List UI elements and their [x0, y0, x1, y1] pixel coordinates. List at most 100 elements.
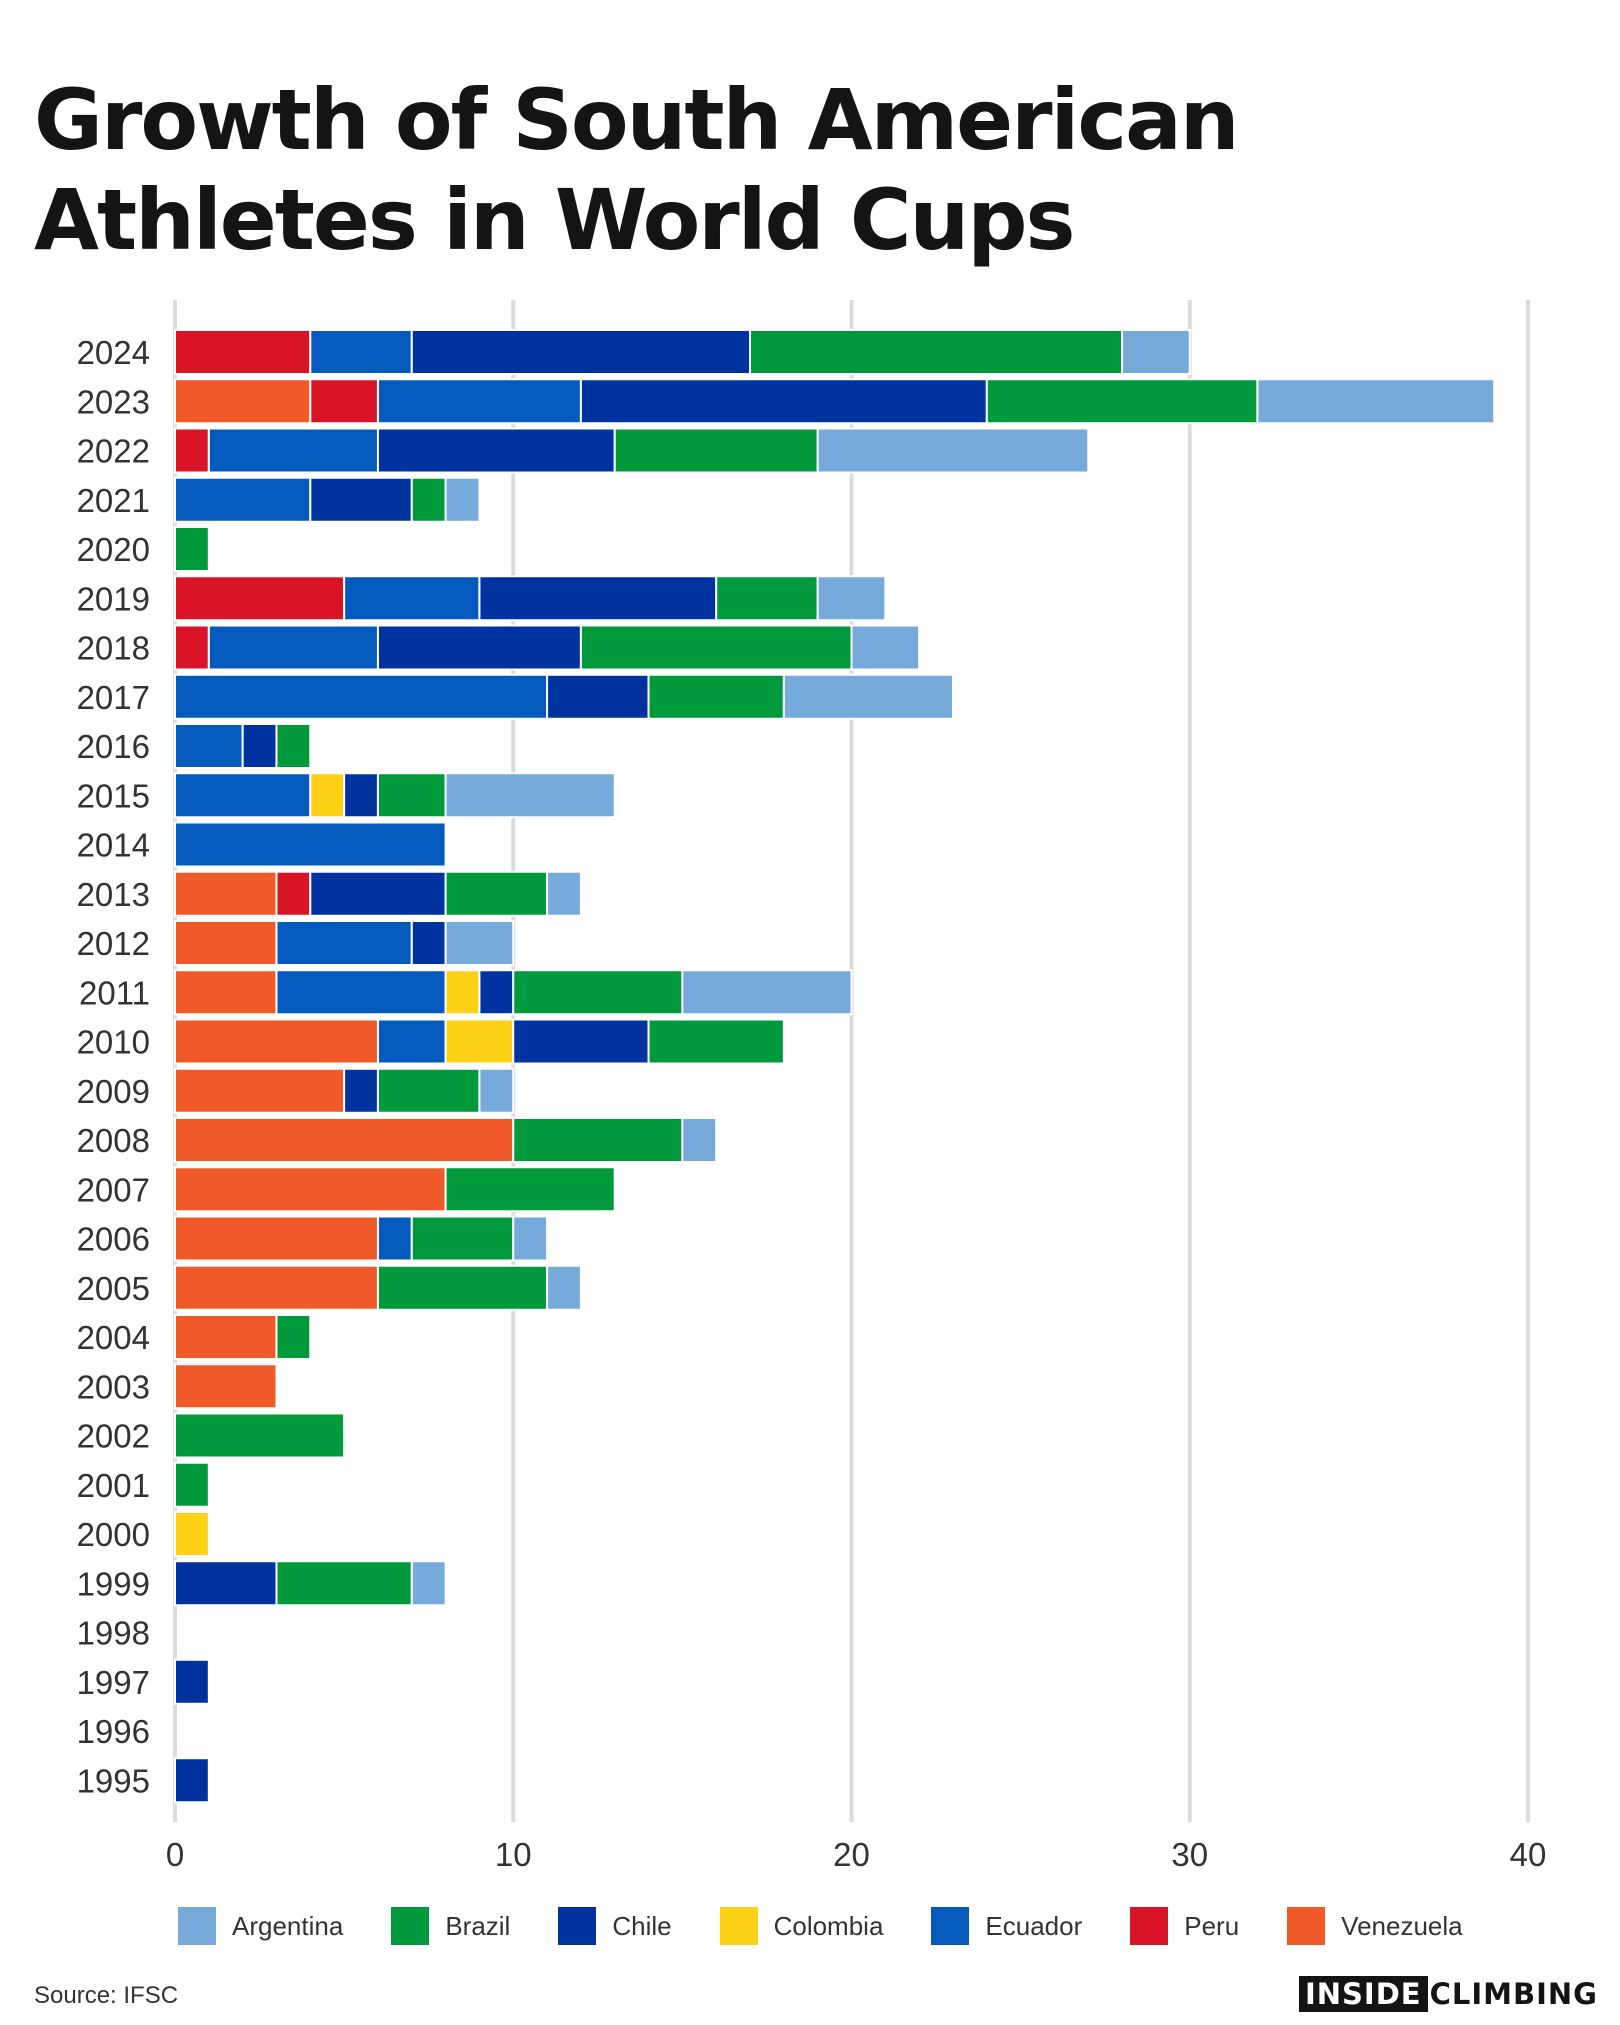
bar-2007-venezuela: [174, 1166, 447, 1213]
legend-swatch-argentina: [178, 1907, 216, 1945]
brand-logo-box: INSIDE: [1298, 1976, 1428, 2012]
bar-2022-peru: [174, 427, 210, 474]
legend-swatch-peru: [1130, 1907, 1169, 1945]
bar-2013-argentina: [546, 870, 582, 917]
chart-title-line-2: Athletes in World Cups: [34, 171, 1075, 269]
bar-2022-brazil: [613, 427, 819, 474]
bar-2016-brazil: [275, 723, 312, 769]
bar-2007-brazil: [444, 1166, 616, 1213]
legend-item-peru: Peru: [1130, 1907, 1239, 1945]
bar-2011-ecuador: [275, 969, 447, 1016]
bar-2023-argentina: [1256, 378, 1496, 425]
bar-2010-ecuador: [376, 1018, 447, 1065]
bar-2005-venezuela: [174, 1264, 379, 1311]
bar-2010-chile: [512, 1018, 650, 1065]
bar-2001-brazil: [174, 1461, 210, 1508]
bar-1997-chile: [174, 1658, 210, 1705]
bar-2024-brazil: [749, 329, 1124, 375]
bar-2023-ecuador: [376, 378, 582, 425]
bar-2009-brazil: [376, 1067, 481, 1114]
year-label-2014: 2014: [77, 827, 150, 864]
bar-2023-brazil: [985, 378, 1259, 425]
chart-title-line-1: Growth of South American: [34, 71, 1240, 169]
year-label-2006: 2006: [77, 1221, 150, 1258]
year-label-2011: 2011: [79, 974, 150, 1011]
legend-item-venezuela: Venezuela: [1287, 1907, 1463, 1945]
year-label-1997: 1997: [77, 1664, 150, 1701]
year-label-2004: 2004: [77, 1319, 150, 1356]
bar-2022-argentina: [816, 427, 1090, 474]
bar-2018-ecuador: [207, 624, 379, 671]
bar-2018-peru: [174, 624, 210, 671]
legend-label-colombia: Colombia: [773, 1910, 884, 1941]
legend-item-colombia: Colombia: [719, 1907, 884, 1945]
bar-2015-chile: [343, 772, 379, 819]
bar-2008-brazil: [512, 1117, 684, 1163]
x-tick-label-30: 30: [1171, 1836, 1208, 1873]
stacked-bar-chart: 2024 2023 2022 2021 2020 2019 2018 2017 2016 2015…: [77, 300, 1547, 1873]
brand-logo: INSIDE CLIMBING: [1298, 1976, 1598, 2012]
year-label-2012: 2012: [77, 925, 150, 962]
bar-2016-ecuador: [174, 723, 244, 769]
bar-2010-venezuela: [174, 1018, 379, 1065]
bar-1999-brazil: [275, 1560, 413, 1607]
year-label-2013: 2013: [77, 876, 150, 913]
bar-2018-chile: [376, 624, 582, 671]
year-label-2023: 2023: [77, 383, 150, 420]
source-note: Source: IFSC: [34, 1982, 179, 2009]
bar-2017-ecuador: [174, 673, 549, 720]
bar-2016-chile: [241, 723, 278, 769]
year-label-2019: 2019: [77, 580, 150, 617]
x-tick-label-10: 10: [495, 1836, 532, 1873]
bar-2009-chile: [343, 1067, 379, 1114]
bar-2011-chile: [478, 969, 515, 1016]
bar-2011-colombia: [444, 969, 481, 1016]
bar-2022-ecuador: [207, 427, 379, 474]
legend-item-brazil: Brazil: [391, 1907, 510, 1945]
year-label-2022: 2022: [77, 433, 150, 470]
bar-2017-argentina: [782, 673, 954, 720]
bar-2013-venezuela: [174, 870, 278, 917]
legend-swatch-ecuador: [931, 1907, 970, 1945]
year-label-1999: 1999: [77, 1565, 150, 1602]
bar-2021-ecuador: [174, 476, 312, 523]
bar-2004-brazil: [275, 1314, 312, 1360]
legend-label-brazil: Brazil: [445, 1910, 511, 1941]
year-label-1995: 1995: [77, 1762, 150, 1799]
bar-2024-peru: [174, 329, 312, 375]
bar-2010-colombia: [444, 1018, 515, 1065]
bar-2002-brazil: [174, 1412, 346, 1459]
bar-2005-argentina: [546, 1264, 582, 1311]
bar-2008-argentina: [681, 1117, 718, 1163]
legend-item-ecuador: Ecuador: [931, 1907, 1082, 1945]
bar-2012-chile: [410, 920, 447, 966]
legend-label-ecuador: Ecuador: [985, 1910, 1083, 1941]
year-label-2009: 2009: [77, 1073, 150, 1110]
legend-swatch-chile: [558, 1907, 597, 1945]
legend-swatch-venezuela: [1287, 1907, 1326, 1945]
legend-label-peru: Peru: [1184, 1910, 1240, 1941]
bar-2006-argentina: [512, 1215, 549, 1262]
bar-1995-chile: [174, 1757, 210, 1804]
bar-2021-brazil: [410, 476, 447, 523]
year-label-2021: 2021: [77, 482, 150, 519]
year-label-2005: 2005: [77, 1270, 150, 1307]
bars: [174, 329, 1496, 1804]
bar-2021-chile: [309, 476, 413, 523]
year-label-2016: 2016: [77, 728, 150, 765]
bar-2013-chile: [309, 870, 447, 917]
bar-2021-argentina: [444, 476, 481, 523]
bar-2009-argentina: [478, 1067, 515, 1114]
x-tick-label-40: 40: [1510, 1836, 1547, 1873]
bar-2014-ecuador: [174, 821, 447, 868]
year-label-2010: 2010: [77, 1024, 150, 1061]
bar-2024-argentina: [1121, 329, 1191, 375]
bar-2015-argentina: [444, 772, 616, 819]
year-label-2003: 2003: [77, 1368, 150, 1405]
bar-2004-venezuela: [174, 1314, 278, 1360]
legend-label-venezuela: Venezuela: [1341, 1910, 1463, 1941]
bar-2010-brazil: [647, 1018, 785, 1065]
legend-item-chile: Chile: [558, 1907, 672, 1945]
bar-2013-brazil: [444, 870, 549, 917]
bar-2018-argentina: [850, 624, 921, 671]
